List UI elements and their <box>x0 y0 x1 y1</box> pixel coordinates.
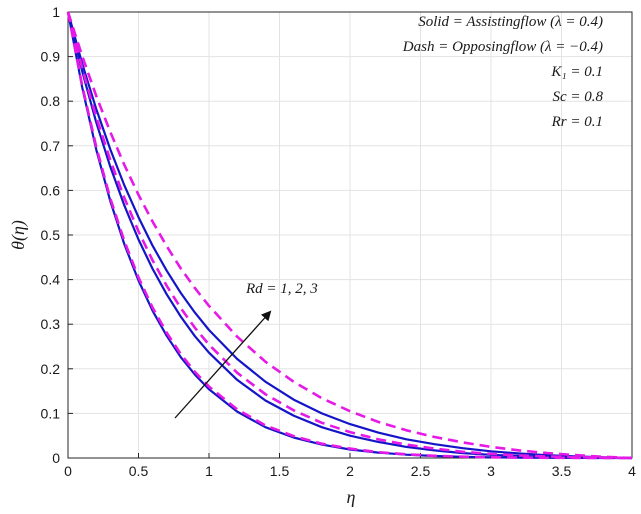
x-tick-label: 1 <box>205 463 213 479</box>
annotation-solid: Solid = Assistingflow (λ = 0.4) <box>418 14 603 30</box>
x-tick-label: 2 <box>346 463 354 479</box>
x-tick-label: 3 <box>487 463 495 479</box>
series-layer <box>66 11 633 460</box>
y-tick-label: 0.9 <box>41 49 61 65</box>
y-tick-label: 0.2 <box>41 361 61 377</box>
x-tick-label: 3.5 <box>552 463 572 479</box>
rd-arrow <box>174 310 272 419</box>
annotation-sc: Sc = 0.8 <box>552 89 603 105</box>
x-axis-label: η <box>347 487 356 507</box>
dashed-curve-1 <box>66 11 632 460</box>
y-tick-label: 0.4 <box>41 272 61 288</box>
rd-arrow-line <box>174 310 272 419</box>
y-tick-label: 0.3 <box>41 316 61 332</box>
y-tick-label: 0 <box>52 450 60 466</box>
dashed-curve-2 <box>66 11 633 460</box>
x-tick-label: 1.5 <box>270 463 290 479</box>
y-tick-label: 1 <box>52 4 60 20</box>
grid <box>68 12 632 458</box>
dashed-curve-3 <box>66 11 633 460</box>
x-tick-label: 0 <box>64 463 72 479</box>
y-axis-label: θ(η) <box>8 220 29 250</box>
x-tick-label: 2.5 <box>411 463 431 479</box>
x-tick-label: 0.5 <box>129 463 149 479</box>
y-tick-label: 0.6 <box>41 182 61 198</box>
solid-curve-3 <box>66 11 633 460</box>
annotation-dash: Dash = Opposingflow (λ = −0.4) <box>402 39 603 55</box>
rd-arrow-label: Rd = 1, 2, 3 <box>245 281 318 297</box>
ticks: 0 0.5 1 1.5 2 2.5 3 3.5 4 0 0.1 0.2 0.3 0.4 0.5 0.6 0.7 0… <box>41 4 637 479</box>
y-tick-label: 0.1 <box>41 405 61 421</box>
solid-curve-2 <box>66 11 633 460</box>
y-tick-label: 0.8 <box>41 93 61 109</box>
annotation-k1: K₁ = 0.1 <box>550 64 603 80</box>
x-tick-label: 4 <box>628 463 636 479</box>
annotation-rr: Rr = 0.1 <box>551 114 603 130</box>
y-tick-label: 0.7 <box>41 138 61 154</box>
y-tick-label: 0.5 <box>41 227 61 243</box>
